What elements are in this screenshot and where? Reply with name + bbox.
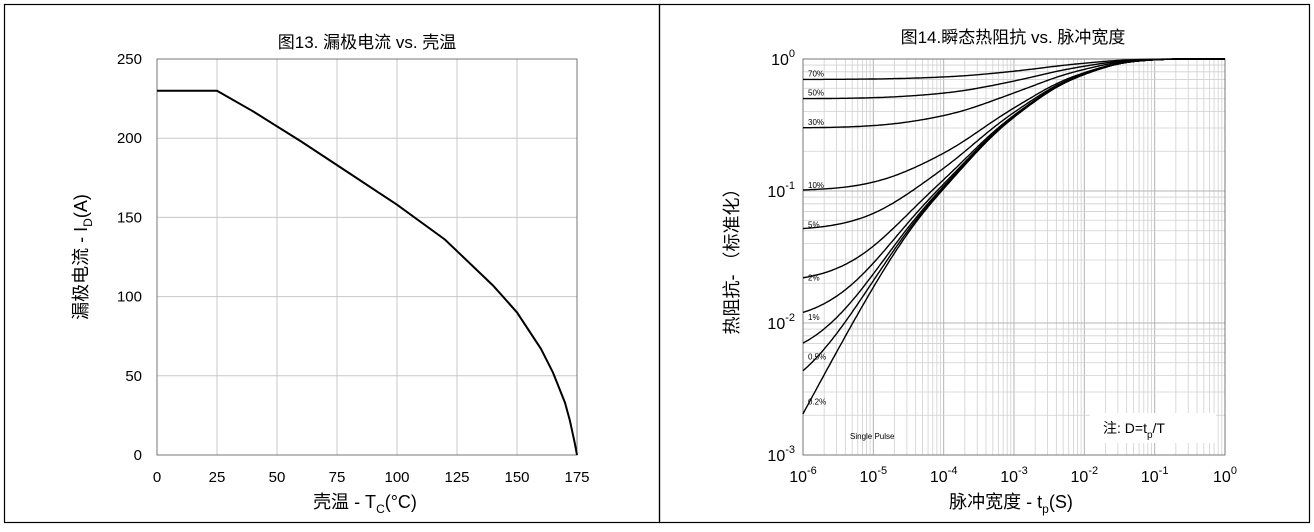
chart1-x-label-main: 壳温 - T	[313, 492, 376, 512]
chart2-series-label: 30%	[808, 118, 824, 127]
drain-current-chart: 0 25 50 75 100 125 150 175 0 50 100 150 200 250 图13.…	[71, 33, 590, 516]
chart2-x-tick-exp: -5	[877, 465, 887, 477]
chart2-y-tick-label: 10-2	[767, 312, 795, 333]
thermal-impedance-chart: 10-6 10-5 10-4 10-3 10-2 10-1 100 10010-110-21…	[722, 28, 1237, 516]
chart1-y-label-main: 漏极电流 - I	[71, 227, 91, 320]
chart2-x-tick-base: 10	[1141, 469, 1159, 486]
chart2-plot-area	[802, 58, 1226, 456]
chart1-plot-area	[156, 58, 578, 456]
left-panel-frame	[3, 3, 661, 524]
chart2-x-tick-label: 10-1	[1141, 465, 1169, 486]
chart2-x-ticks: 10-6 10-5 10-4 10-3 10-2 10-1 100	[789, 465, 1237, 486]
chart2-x-tick-base: 10	[1000, 469, 1018, 486]
chart2-series-label: 5%	[808, 221, 820, 230]
chart2-series-label: 10%	[808, 181, 824, 190]
chart2-single-pulse-label: Single Pulse	[850, 432, 895, 441]
chart2-y-tick-exp: 0	[789, 48, 795, 60]
chart1-x-label: 壳温 - TC(°C)	[313, 492, 417, 516]
chart2-x-tick-base: 10	[789, 469, 807, 486]
chart2-series-label: 1%	[808, 313, 820, 322]
chart2-x-tick-label: 10-2	[1071, 465, 1099, 486]
chart1-x-label-unit: (°C)	[385, 492, 417, 512]
chart1-grid	[156, 58, 578, 456]
chart1-x-tick-label: 25	[209, 469, 226, 486]
chart1-y-label: 漏极电流 - ID(A)	[71, 194, 95, 320]
chart1-title: 图13. 漏极电流 vs. 壳温	[278, 33, 457, 52]
chart1-x-tick-label: 0	[153, 469, 161, 486]
chart1-x-tick-label: 150	[504, 469, 529, 486]
chart2-series-label: 0.5%	[808, 353, 826, 362]
chart2-y-tick-label: 10-3	[767, 444, 795, 465]
chart2-x-tick-label: 10-5	[860, 465, 888, 486]
chart1-x-tick-label: 100	[384, 469, 409, 486]
chart2-x-tick-base: 10	[860, 469, 878, 486]
chart2-series-SinglePulse	[802, 58, 1225, 415]
chart2-x-tick-label: 10-3	[1000, 465, 1028, 486]
chart2-y-tick-label: 10-1	[767, 180, 795, 201]
chart2-x-tick-base: 10	[1213, 469, 1231, 486]
chart2-series-label: 50%	[808, 89, 824, 98]
chart1-x-ticks: 0 25 50 75 100 125 150 175	[153, 469, 590, 486]
chart2-note: 注: D=tp/T	[1103, 420, 1165, 441]
chart2-note-box	[1090, 413, 1216, 443]
chart2-x-tick-base: 10	[930, 469, 948, 486]
chart1-x-tick-label: 175	[564, 469, 589, 486]
chart2-curves	[802, 58, 1225, 415]
chart2-x-tick-exp: -6	[807, 465, 817, 477]
chart1-x-tick-label: 75	[329, 469, 346, 486]
chart2-y-tick-base: 10	[767, 316, 785, 333]
chart1-x-tick-label: 125	[444, 469, 469, 486]
chart1-x-label-sub: C	[376, 502, 385, 516]
chart2-y-label: 热阻抗- （标准化）	[722, 180, 742, 335]
chart2-y-tick-exp: -2	[785, 312, 795, 324]
chart2-y-tick-label: 100	[771, 48, 795, 69]
chart2-x-tick-label: 10-4	[930, 465, 958, 486]
chart1-current-curve	[157, 89, 578, 456]
chart2-note-prefix: 注: D=t	[1103, 420, 1147, 436]
chart2-x-tick-exp: 0	[1231, 465, 1237, 477]
chart2-grid	[802, 59, 1225, 456]
chart2-x-tick-label: 10-6	[789, 465, 817, 486]
chart2-y-tick-exp: -3	[785, 444, 795, 456]
chart2-series-label: 0.2%	[808, 397, 826, 406]
chart2-x-tick-exp: -2	[1088, 465, 1098, 477]
chart1-y-tick-label: 250	[117, 51, 142, 68]
chart2-x-tick-exp: -1	[1159, 465, 1169, 477]
chart2-x-label: 脉冲宽度 - tp(S)	[949, 492, 1073, 516]
right-panel-frame	[658, 3, 1311, 524]
chart2-x-label-main: 脉冲宽度 - t	[949, 492, 1042, 512]
chart2-x-label-sub: p	[1042, 502, 1049, 516]
chart1-y-tick-label: 50	[125, 368, 142, 385]
chart1-y-ticks: 0 50 100 150 200 250	[117, 51, 142, 464]
chart2-x-tick-base: 10	[1071, 469, 1089, 486]
chart2-y-tick-exp: -1	[785, 180, 795, 192]
chart2-y-tick-base: 10	[767, 448, 785, 465]
chart2-x-label-unit: (S)	[1049, 492, 1073, 512]
chart2-series-label: 70%	[808, 69, 824, 78]
chart1-y-label-unit: (A)	[71, 194, 91, 218]
chart2-x-tick-exp: -3	[1018, 465, 1028, 477]
chart2-x-tick-exp: -4	[948, 465, 958, 477]
chart1-y-tick-label: 200	[117, 130, 142, 147]
chart2-x-tick-label: 100	[1213, 465, 1237, 486]
chart2-note-sub: p	[1147, 430, 1153, 441]
chart2-series-label: 2%	[808, 273, 820, 282]
chart1-y-tick-label: 0	[134, 447, 142, 464]
chart1-y-label-sub: D	[81, 218, 95, 227]
chart1-y-tick-label: 100	[117, 289, 142, 306]
chart2-title: 图14.瞬态热阻抗 vs. 脉冲宽度	[901, 28, 1126, 47]
chart2-note-suffix: /T	[1153, 420, 1166, 436]
chart1-x-tick-label: 50	[269, 469, 286, 486]
chart2-y-tick-base: 10	[771, 52, 789, 69]
chart1-y-tick-label: 150	[117, 209, 142, 226]
chart2-y-tick-base: 10	[767, 184, 785, 201]
chart2-duty-labels: 70% 50% 30% 10% 5% 2% 1% 0.5% 0.2%	[808, 69, 826, 406]
